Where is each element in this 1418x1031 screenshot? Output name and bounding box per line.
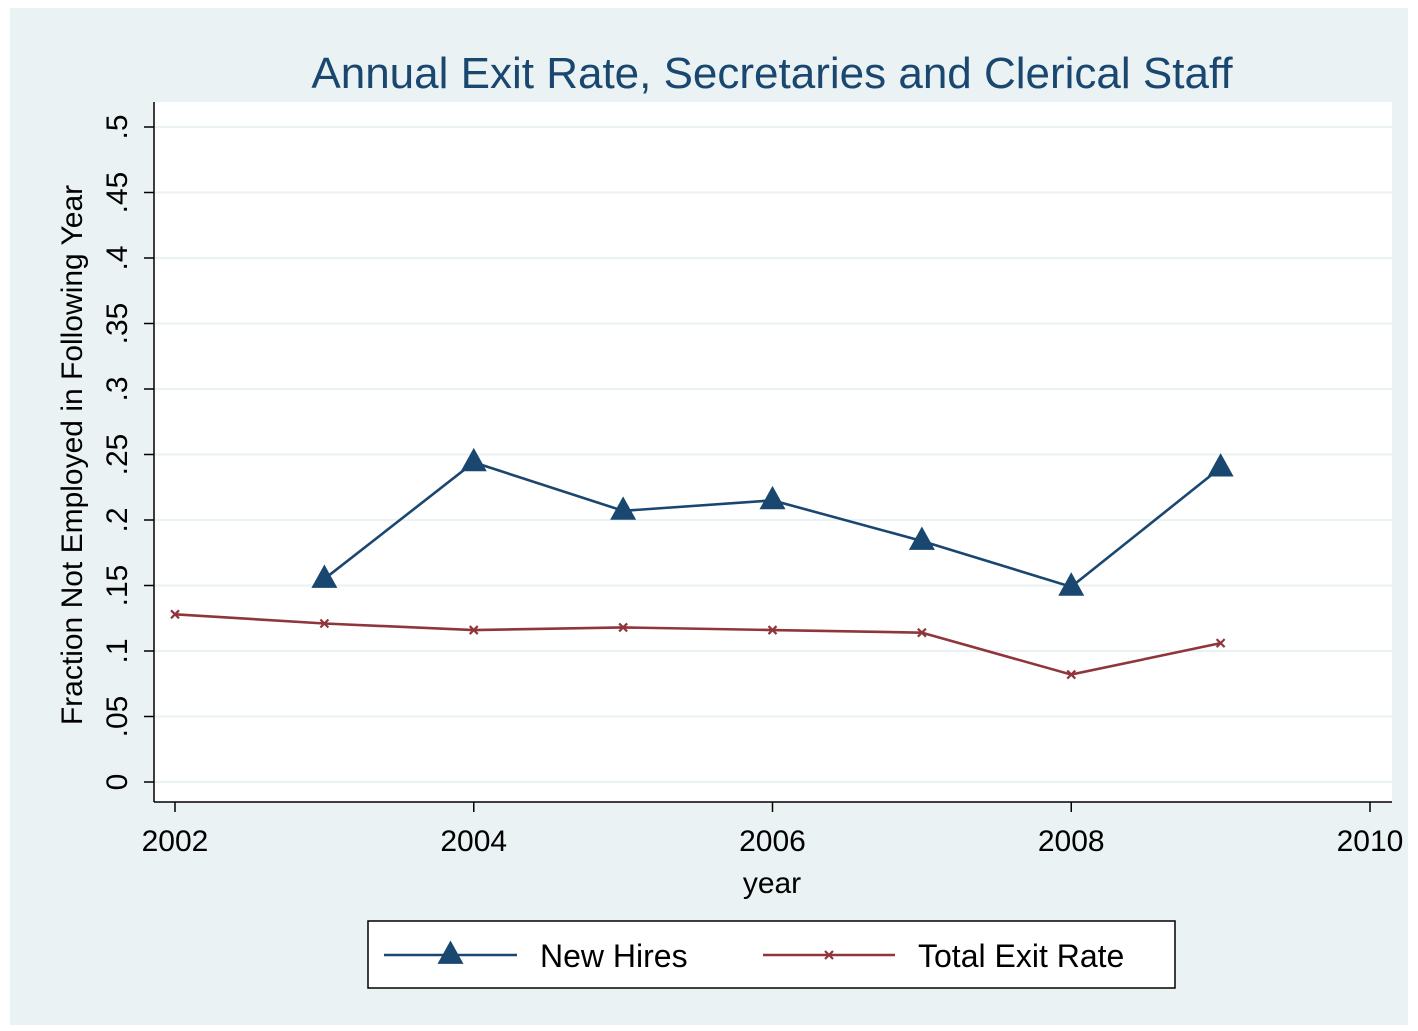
- data-point-triangle: [311, 564, 338, 588]
- data-point-triangle: [908, 526, 935, 550]
- data-point-triangle: [610, 496, 637, 520]
- data-point-triangle: [1207, 453, 1234, 477]
- data-point-x: [618, 622, 628, 633]
- gridlines: [154, 126, 1392, 783]
- y-tick-label: .4: [101, 245, 134, 270]
- x-tick-label: 2010: [1337, 825, 1404, 858]
- legend-label: Total Exit Rate: [918, 938, 1124, 974]
- x-tick-label: 2008: [1038, 825, 1105, 858]
- x-tick-label: 2006: [739, 825, 806, 858]
- data-point-x: [767, 625, 778, 635]
- x-marker-stroke: [319, 618, 330, 629]
- y-tick-label: 0: [101, 774, 134, 791]
- data-point-x: [319, 618, 330, 629]
- legend-item: Total Exit Rate: [763, 938, 1124, 974]
- legend: New Hires Total Exit Rate: [367, 920, 1176, 989]
- y-tick-label: .2: [101, 507, 134, 532]
- y-tick-label: .05: [101, 696, 134, 738]
- plot-area: [154, 102, 1392, 802]
- y-tick-label: .45: [101, 172, 134, 214]
- x-tick-label: 2004: [440, 825, 507, 858]
- series-new-hires: [311, 447, 1234, 596]
- data-point-x: [1066, 669, 1077, 680]
- legend-item: New Hires: [384, 938, 688, 974]
- x-marker-stroke: [468, 625, 479, 635]
- x-axis-label: year: [743, 867, 801, 900]
- x-tick-label: 2002: [142, 825, 209, 858]
- x-marker-stroke: [1215, 638, 1226, 648]
- y-tick-label: .5: [101, 114, 134, 139]
- data-point-triangle: [460, 447, 487, 472]
- data-point-triangle: [1058, 572, 1085, 596]
- chart-title: Annual Exit Rate, Secretaries and Cleric…: [311, 49, 1233, 98]
- x-marker-stroke: [824, 950, 834, 960]
- y-tick-label: .3: [101, 376, 134, 401]
- y-tick-label: .1: [101, 638, 134, 663]
- y-axis-label: Fraction Not Employed in Following Year: [56, 185, 89, 725]
- legend-label: New Hires: [540, 938, 688, 974]
- x-marker-stroke: [170, 609, 180, 620]
- x-marker-stroke: [618, 622, 628, 633]
- y-tick-label: .15: [101, 565, 134, 607]
- series-total-exit-rate: [170, 609, 1226, 680]
- data-point-x: [1215, 638, 1226, 648]
- data-point-x: [170, 609, 180, 620]
- x-marker-stroke: [767, 625, 778, 635]
- data-point-x: [917, 627, 927, 638]
- x-marker-stroke: [917, 627, 927, 638]
- legend-marker-x: [824, 950, 834, 960]
- x-marker-stroke: [1066, 669, 1077, 680]
- y-tick-label: .25: [101, 434, 134, 476]
- legend-marker-triangle: [437, 940, 464, 964]
- y-tick-label: .35: [101, 303, 134, 345]
- series-layer: [170, 447, 1234, 680]
- series-line: [174, 613, 1221, 676]
- data-point-x: [468, 625, 479, 635]
- data-point-triangle: [759, 485, 786, 510]
- axes: 0 .05 .1 .15 .2 .25 .3 .35 .4 .45 .5 2002 2004 2006 20…: [101, 102, 1403, 858]
